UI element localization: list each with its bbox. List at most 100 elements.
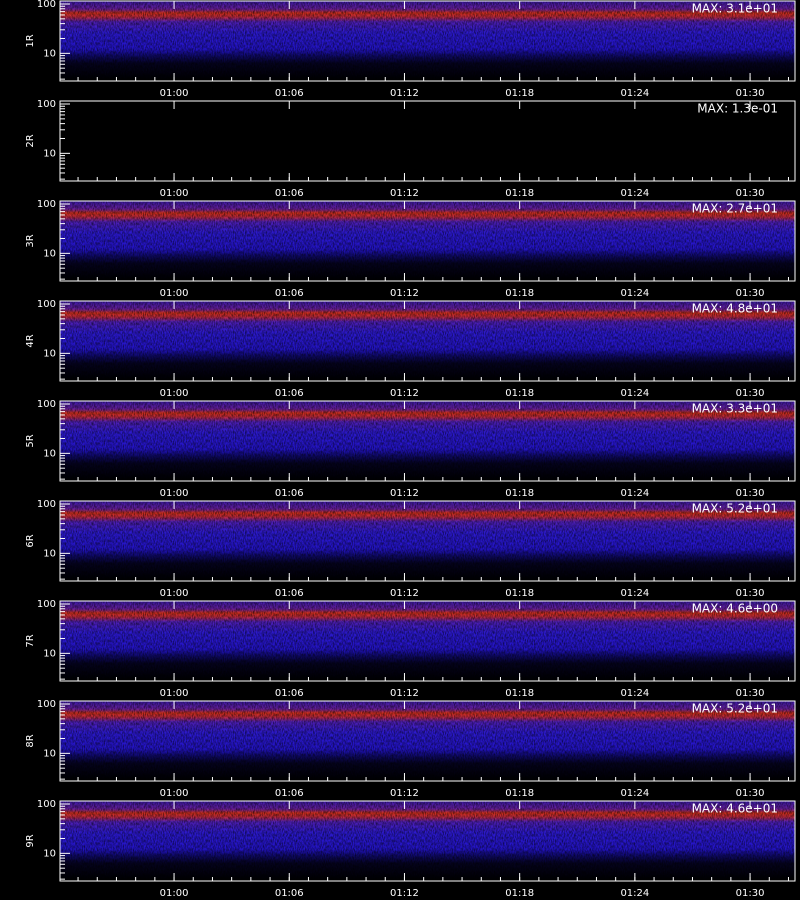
x-tick-label: 01:12	[390, 588, 419, 599]
panel-label: 6R	[25, 534, 36, 547]
y-tick-label: 100	[37, 300, 56, 310]
x-tick-label: 01:00	[160, 788, 189, 799]
x-tick-label: 01:12	[390, 388, 419, 399]
x-tick-label: 01:18	[505, 88, 534, 99]
x-tick-label: 01:24	[620, 188, 649, 199]
plot-frame	[59, 100, 796, 182]
y-tick-label: 100	[37, 500, 56, 510]
panel-label: 4R	[25, 334, 36, 347]
x-tick-label: 01:18	[505, 788, 534, 799]
y-tick-label: 10	[43, 448, 56, 459]
x-tick-label: 01:00	[160, 488, 189, 499]
x-tick-label: 01:18	[505, 888, 534, 899]
x-tick-label: 01:18	[505, 188, 534, 199]
max-label: MAX: 1.3e-01	[697, 102, 778, 116]
x-tick-label: 01:00	[160, 88, 189, 99]
x-tick-label: 01:24	[620, 888, 649, 899]
max-label: MAX: 5.2e+01	[692, 702, 778, 716]
x-tick-label: 01:06	[275, 188, 304, 199]
max-label: MAX: 3.3e+01	[692, 402, 778, 416]
plot-frame	[59, 600, 796, 682]
y-tick-label: 100	[37, 400, 56, 410]
x-tick-label: 01:00	[160, 388, 189, 399]
max-label: MAX: 5.2e+01	[692, 502, 778, 516]
y-tick-label: 10	[43, 748, 56, 759]
y-tick-label: 100	[37, 700, 56, 710]
x-tick-label: 01:18	[505, 388, 534, 399]
x-tick-label: 01:24	[620, 488, 649, 499]
x-tick-label: 01:30	[736, 588, 765, 599]
max-label: MAX: 4.6e+00	[692, 602, 778, 616]
y-tick-label: 10	[43, 848, 56, 859]
spectrogram-noise	[60, 1, 795, 81]
x-tick-label: 01:12	[390, 488, 419, 499]
x-tick-label: 01:30	[736, 688, 765, 699]
y-tick-label: 10	[43, 648, 56, 659]
max-label: MAX: 3.1e+01	[692, 2, 778, 16]
x-tick-label: 01:12	[390, 88, 419, 99]
plot-frame	[59, 400, 796, 482]
x-tick-label: 01:30	[736, 488, 765, 499]
spectrogram-image	[60, 101, 795, 181]
x-tick-label: 01:12	[390, 188, 419, 199]
x-tick-label: 01:24	[620, 788, 649, 799]
x-tick-label: 01:12	[390, 688, 419, 699]
max-label: MAX: 4.8e+01	[692, 302, 778, 316]
x-tick-label: 01:06	[275, 688, 304, 699]
x-tick-label: 01:24	[620, 388, 649, 399]
x-tick-label: 01:06	[275, 588, 304, 599]
y-tick-label: 100	[37, 0, 56, 10]
x-tick-label: 01:24	[620, 688, 649, 699]
spectrogram-noise	[60, 201, 795, 281]
spectrogram-noise	[60, 301, 795, 381]
x-tick-label: 01:00	[160, 888, 189, 899]
panel-label: 1R	[25, 34, 36, 47]
plot-frame	[59, 300, 796, 382]
y-tick-label: 100	[37, 100, 56, 110]
y-tick-label: 100	[37, 800, 56, 810]
max-label: MAX: 2.7e+01	[692, 202, 778, 216]
y-tick-label: 10	[43, 48, 56, 59]
x-tick-label: 01:18	[505, 288, 534, 299]
spectrogram-panel: 10 100 01:00 01:06 01:12 01:18 01:24 01:30 7R MAX…	[25, 600, 796, 699]
spectrogram-panel: 10 100 01:00 01:06 01:12 01:18 01:24 01:30 8R MAX…	[25, 700, 796, 799]
panel-label: 3R	[25, 234, 36, 247]
x-tick-label: 01:06	[275, 488, 304, 499]
x-tick-label: 01:30	[736, 88, 765, 99]
x-tick-label: 01:00	[160, 588, 189, 599]
spectrogram-noise	[60, 801, 795, 881]
panel-label: 9R	[25, 834, 36, 847]
y-tick-label: 10	[43, 548, 56, 559]
x-tick-label: 01:18	[505, 588, 534, 599]
x-tick-label: 01:24	[620, 588, 649, 599]
y-tick-label: 10	[43, 148, 56, 159]
plot-frame	[59, 0, 796, 82]
x-tick-label: 01:06	[275, 388, 304, 399]
x-tick-label: 01:30	[736, 288, 765, 299]
spectrogram-panel: 10 100 01:00 01:06 01:12 01:18 01:24 01:30 6R MAX…	[25, 500, 796, 599]
plot-frame	[59, 800, 796, 882]
x-tick-label: 01:24	[620, 288, 649, 299]
x-tick-label: 01:18	[505, 688, 534, 699]
x-tick-label: 01:06	[275, 788, 304, 799]
spectrogram-panel: 10 100 01:00 01:06 01:12 01:18 01:24 01:30 3R MAX…	[25, 200, 796, 299]
x-tick-label: 01:06	[275, 888, 304, 899]
x-tick-label: 01:00	[160, 688, 189, 699]
plot-frame	[59, 200, 796, 282]
spectrogram-noise	[60, 501, 795, 581]
x-tick-label: 01:18	[505, 488, 534, 499]
max-label: MAX: 4.6e+01	[692, 802, 778, 816]
spectrogram-panel: 10 100 01:00 01:06 01:12 01:18 01:24 01:30 2R MAX…	[25, 100, 796, 199]
x-tick-label: 01:24	[620, 88, 649, 99]
panel-label: 2R	[25, 134, 36, 147]
spectrogram-noise	[60, 401, 795, 481]
spectrogram-noise	[60, 701, 795, 781]
spectrogram-panel: 10 100 01:00 01:06 01:12 01:18 01:24 01:30 1R MAX…	[25, 0, 796, 99]
spectrogram-noise	[60, 601, 795, 681]
x-tick-label: 01:12	[390, 288, 419, 299]
y-tick-label: 10	[43, 348, 56, 359]
x-tick-label: 01:06	[275, 288, 304, 299]
y-tick-label: 10	[43, 248, 56, 259]
panel-label: 8R	[25, 734, 36, 747]
